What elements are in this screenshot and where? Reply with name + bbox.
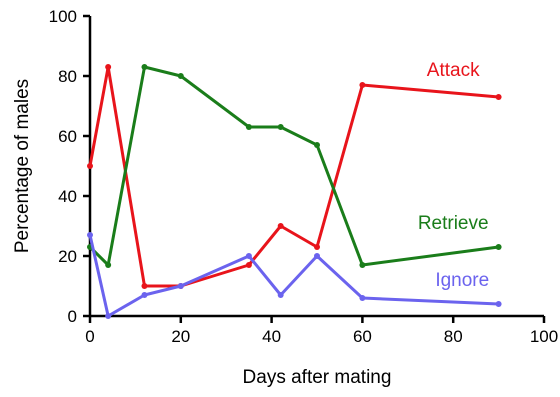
attack-point (245, 262, 252, 268)
ignore-point (495, 301, 502, 307)
x-tick-label: 100 (530, 327, 558, 346)
attack-label: Attack (427, 60, 480, 81)
retrieve-point (177, 73, 184, 79)
series-labels: Attack Retrieve Ignore (418, 60, 489, 291)
x-axis-title: Days after mating (243, 367, 392, 388)
series-group (87, 64, 502, 319)
attack-point (359, 82, 366, 88)
attack-point (141, 283, 148, 289)
x-tick-label: 20 (171, 327, 190, 346)
ignore-point (87, 232, 93, 238)
ignore-point (105, 313, 112, 319)
x-tick-label: 0 (85, 327, 94, 346)
retrieve-point (141, 64, 148, 70)
retrieve-point (314, 142, 320, 148)
ignore-point (141, 292, 148, 298)
ignore-point (277, 292, 284, 298)
x-tick-label: 40 (262, 327, 281, 346)
axes: 0 20 40 60 80 100 0 20 40 60 80 100 (49, 7, 559, 346)
attack-point (314, 244, 320, 250)
retrieve-point (245, 124, 252, 130)
y-tick-label: 60 (58, 127, 77, 146)
ignore-point (177, 283, 184, 289)
y-tick-label: 20 (58, 247, 77, 266)
x-tick-label: 80 (444, 327, 463, 346)
retrieve-point (105, 262, 112, 268)
y-tick-label: 40 (58, 187, 77, 206)
ignore-label: Ignore (435, 270, 489, 291)
attack-line (88, 65, 499, 288)
x-tick-label: 60 (353, 327, 372, 346)
attack-point (87, 163, 93, 169)
y-tick-label: 100 (49, 7, 77, 26)
ignore-point (245, 253, 252, 259)
retrieve-point (359, 262, 366, 268)
attack-point (105, 64, 112, 70)
y-tick-label: 80 (58, 67, 77, 86)
attack-point (495, 94, 502, 100)
ignore-point (314, 253, 320, 259)
retrieve-point (277, 124, 284, 130)
retrieve-point (495, 244, 502, 250)
y-tick-label: 0 (68, 307, 77, 326)
ignore-point (359, 295, 366, 301)
attack-point (277, 223, 284, 229)
y-axis-title: Percentage of males (12, 79, 33, 253)
retrieve-label: Retrieve (418, 213, 489, 234)
